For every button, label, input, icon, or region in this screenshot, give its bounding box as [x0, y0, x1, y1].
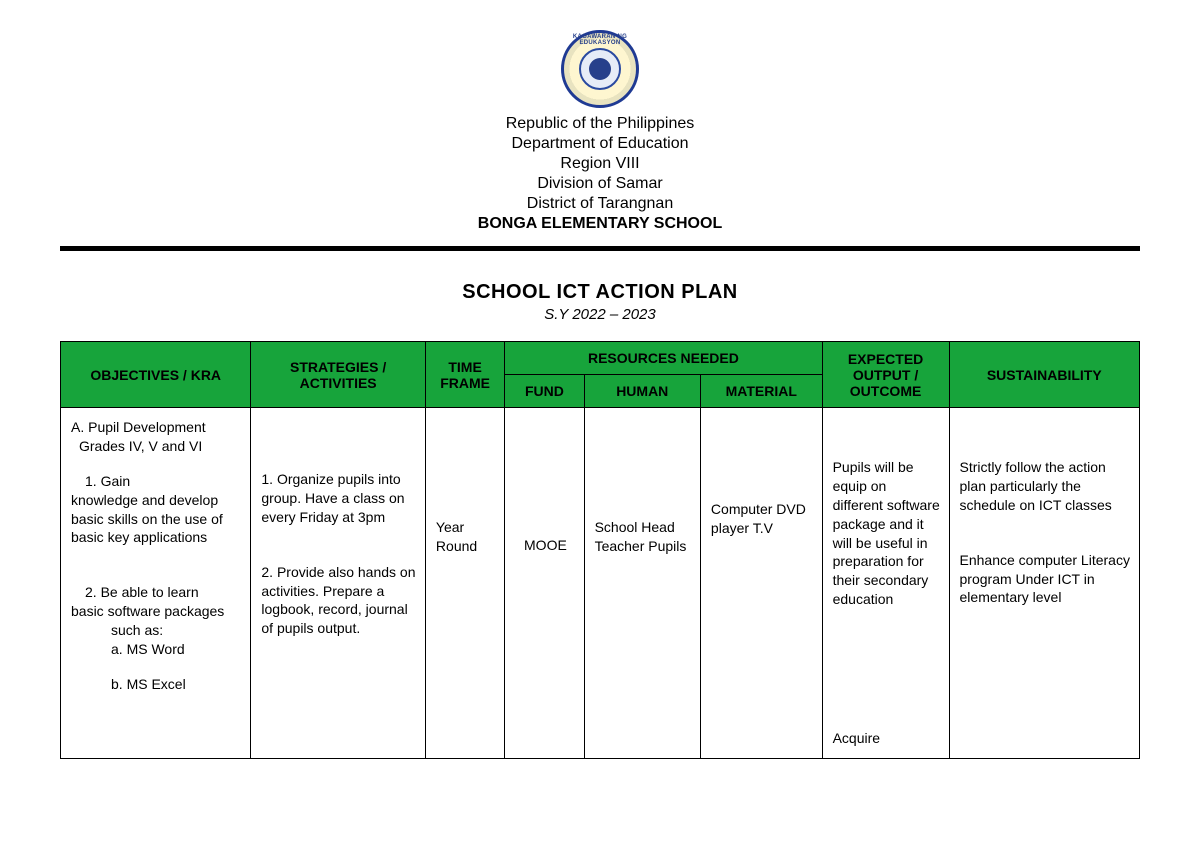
cell-material: Computer DVD player T.V: [700, 408, 822, 759]
obj-1b: knowledge and develop basic skills on th…: [71, 491, 242, 548]
cell-strategies: 1. Organize pupils into group. Have a cl…: [251, 408, 426, 759]
cell-human: School Head Teacher Pupils: [584, 408, 700, 759]
title-sub: S.Y 2022 – 2023: [60, 306, 1140, 323]
letterhead: KAGAWARAN NG EDUKASYON Republic of the P…: [60, 30, 1140, 234]
cell-fund: MOOE: [505, 408, 584, 759]
header-dept: Department of Education: [60, 134, 1140, 154]
cell-output: Pupils will be equip on different softwa…: [822, 408, 949, 759]
title-main: SCHOOL ICT ACTION PLAN: [60, 281, 1140, 304]
title-block: SCHOOL ICT ACTION PLAN S.Y 2022 – 2023: [60, 281, 1140, 323]
deped-seal-icon: KAGAWARAN NG EDUKASYON: [561, 30, 639, 108]
header-lines: Republic of the Philippines Department o…: [60, 114, 1140, 234]
fund-value: MOOE: [515, 536, 575, 555]
sustain-2: Enhance computer Literacy program Under …: [960, 551, 1131, 608]
material-value: Computer DVD player T.V: [711, 500, 814, 538]
obj-2c: such as:: [71, 621, 242, 640]
cell-sustain: Strictly follow the action plan particul…: [949, 408, 1139, 759]
header-republic: Republic of the Philippines: [60, 114, 1140, 134]
col-time-frame: TIME FRAME: [425, 342, 504, 408]
table-header: OBJECTIVES / KRA STRATEGIES / ACTIVITIES…: [61, 342, 1140, 408]
cell-objectives: A. Pupil Development Grades IV, V and VI…: [61, 408, 251, 759]
cell-time-frame: Year Round: [425, 408, 504, 759]
tf-value: Year Round: [436, 518, 496, 556]
sustain-1: Strictly follow the action plan particul…: [960, 458, 1131, 515]
table-row: A. Pupil Development Grades IV, V and VI…: [61, 408, 1140, 759]
col-objectives: OBJECTIVES / KRA: [61, 342, 251, 408]
obj-heading2: Grades IV, V and VI: [71, 437, 242, 456]
obj-2e: b. MS Excel: [71, 675, 242, 694]
header-region: Region VIII: [60, 154, 1140, 174]
col-human: HUMAN: [584, 375, 700, 408]
header-district: District of Tarangnan: [60, 194, 1140, 214]
human-value: School Head Teacher Pupils: [595, 518, 692, 556]
col-material: MATERIAL: [700, 375, 822, 408]
output-1: Pupils will be equip on different softwa…: [833, 458, 941, 609]
col-fund: FUND: [505, 375, 584, 408]
obj-heading: A. Pupil Development: [71, 418, 242, 437]
document-page: KAGAWARAN NG EDUKASYON Republic of the P…: [0, 0, 1200, 759]
strat-1: 1. Organize pupils into: [261, 470, 417, 489]
col-strategies: STRATEGIES / ACTIVITIES: [251, 342, 426, 408]
col-sustain: SUSTAINABILITY: [949, 342, 1139, 408]
obj-2d: a. MS Word: [71, 640, 242, 659]
strat-1b: group. Have a class on every Friday at 3…: [261, 489, 417, 527]
col-resources-group: RESOURCES NEEDED: [505, 342, 822, 375]
obj-2b: basic software packages: [71, 602, 242, 621]
header-school: BONGA ELEMENTARY SCHOOL: [60, 214, 1140, 234]
header-division: Division of Samar: [60, 174, 1140, 194]
output-2: Acquire: [833, 729, 941, 748]
obj-1a: 1. Gain: [71, 472, 242, 491]
obj-2a: 2. Be able to learn: [71, 583, 242, 602]
strat-2: 2. Provide also hands on activities. Pre…: [261, 563, 417, 639]
action-plan-table: OBJECTIVES / KRA STRATEGIES / ACTIVITIES…: [60, 341, 1140, 759]
col-output: EXPECTED OUTPUT / OUTCOME: [822, 342, 949, 408]
horizontal-rule: [60, 246, 1140, 251]
